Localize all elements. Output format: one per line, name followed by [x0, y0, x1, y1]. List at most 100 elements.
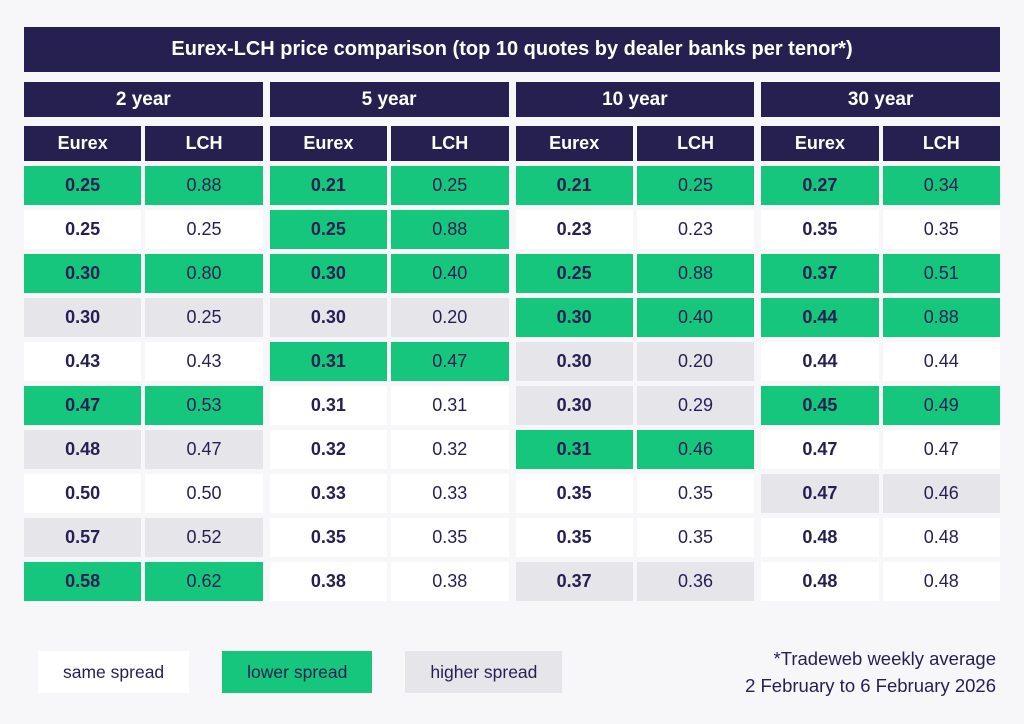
eurex-value-cell: 0.32 — [269, 430, 388, 469]
eurex-value-cell: 0.30 — [269, 298, 388, 337]
tenor-group-cells: 0.44 0.88 — [761, 298, 1000, 337]
lch-value-cell: 0.23 — [636, 210, 755, 249]
eurex-value-cell: 0.44 — [761, 298, 879, 337]
tenor-header-30-year: 30 year — [761, 82, 1000, 117]
tenor-group-cells: 0.35 0.35 — [761, 210, 1000, 249]
lch-value-cell: 0.80 — [145, 254, 263, 293]
eurex-value-cell: 0.47 — [761, 430, 879, 469]
tenor-group-cells: 0.47 0.53 — [24, 386, 263, 425]
venue-header-eurex: Eurex — [24, 126, 142, 161]
eurex-value-cell: 0.30 — [515, 342, 633, 381]
lch-value-cell: 0.46 — [636, 430, 755, 469]
venue-header-lch: LCH — [391, 126, 509, 161]
venue-header-lch: LCH — [882, 126, 1000, 161]
table-row: 0.25 0.25 0.25 0.88 0.23 0.23 0.35 0.35 — [24, 210, 1000, 249]
eurex-value-cell: 0.23 — [515, 210, 633, 249]
venue-header-group: Eurex LCH — [761, 126, 1000, 161]
table-row: 0.47 0.53 0.31 0.31 0.30 0.29 0.45 0.49 — [24, 386, 1000, 425]
eurex-value-cell: 0.25 — [515, 254, 633, 293]
tenor-header-10-year: 10 year — [515, 82, 755, 117]
footnote-line-1: *Tradeweb weekly average — [773, 648, 996, 669]
eurex-value-cell: 0.35 — [761, 210, 879, 249]
lch-value-cell: 0.25 — [145, 298, 263, 337]
tenor-group-cells: 0.50 0.50 — [24, 474, 263, 513]
tenor-group-cells: 0.25 0.88 — [515, 254, 755, 293]
eurex-value-cell: 0.21 — [515, 166, 633, 205]
tenor-group-cells: 0.21 0.25 — [515, 166, 755, 205]
tenor-group-cells: 0.33 0.33 — [269, 474, 509, 513]
eurex-value-cell: 0.30 — [24, 298, 142, 337]
eurex-value-cell: 0.38 — [269, 562, 388, 601]
lch-value-cell: 0.47 — [391, 342, 509, 381]
tenor-group-cells: 0.38 0.38 — [269, 562, 509, 601]
table-row: 0.30 0.80 0.30 0.40 0.25 0.88 0.37 0.51 — [24, 254, 1000, 293]
table-row: 0.50 0.50 0.33 0.33 0.35 0.35 0.47 0.46 — [24, 474, 1000, 513]
venue-header-lch: LCH — [636, 126, 755, 161]
table-row: 0.57 0.52 0.35 0.35 0.35 0.35 0.48 0.48 — [24, 518, 1000, 557]
eurex-value-cell: 0.57 — [24, 518, 142, 557]
tenor-group-cells: 0.44 0.44 — [761, 342, 1000, 381]
legend-same-spread: same spread — [38, 651, 190, 693]
tenor-group-cells: 0.45 0.49 — [761, 386, 1000, 425]
eurex-value-cell: 0.35 — [515, 518, 633, 557]
eurex-value-cell: 0.48 — [761, 518, 879, 557]
lch-value-cell: 0.44 — [882, 342, 1000, 381]
tenor-group-cells: 0.48 0.47 — [24, 430, 263, 469]
table-title: Eurex-LCH price comparison (top 10 quote… — [24, 27, 1000, 72]
venue-header-group: Eurex LCH — [515, 126, 755, 161]
eurex-value-cell: 0.44 — [761, 342, 879, 381]
tenor-group-cells: 0.31 0.47 — [269, 342, 509, 381]
tenor-group-cells: 0.30 0.29 — [515, 386, 755, 425]
eurex-value-cell: 0.33 — [269, 474, 388, 513]
tenor-header-row: 2 year 5 year 10 year 30 year — [24, 82, 1000, 117]
lch-value-cell: 0.20 — [636, 342, 755, 381]
lch-value-cell: 0.48 — [882, 562, 1000, 601]
lch-value-cell: 0.20 — [391, 298, 509, 337]
tenor-group-cells: 0.23 0.23 — [515, 210, 755, 249]
lch-value-cell: 0.52 — [145, 518, 263, 557]
lch-value-cell: 0.40 — [391, 254, 509, 293]
eurex-value-cell: 0.37 — [761, 254, 879, 293]
lch-value-cell: 0.35 — [636, 518, 755, 557]
eurex-value-cell: 0.45 — [761, 386, 879, 425]
tenor-group-cells: 0.31 0.46 — [515, 430, 755, 469]
table-body: 0.25 0.88 0.21 0.25 0.21 0.25 0.27 0.34 0.25 0.25… — [24, 166, 1000, 601]
tenor-group-cells: 0.48 0.48 — [761, 562, 1000, 601]
venue-header-eurex: Eurex — [761, 126, 879, 161]
tenor-group-cells: 0.37 0.51 — [761, 254, 1000, 293]
tenor-group-cells: 0.21 0.25 — [269, 166, 509, 205]
table-row: 0.48 0.47 0.32 0.32 0.31 0.46 0.47 0.47 — [24, 430, 1000, 469]
eurex-value-cell: 0.31 — [269, 386, 388, 425]
footnote: *Tradeweb weekly average 2 February to 6… — [745, 645, 996, 699]
lch-value-cell: 0.53 — [145, 386, 263, 425]
tenor-group-cells: 0.31 0.31 — [269, 386, 509, 425]
eurex-value-cell: 0.50 — [24, 474, 142, 513]
lch-value-cell: 0.47 — [145, 430, 263, 469]
eurex-value-cell: 0.48 — [24, 430, 142, 469]
venue-header-group: Eurex LCH — [269, 126, 509, 161]
lch-value-cell: 0.29 — [636, 386, 755, 425]
venue-header-eurex: Eurex — [515, 126, 633, 161]
eurex-value-cell: 0.47 — [761, 474, 879, 513]
tenor-group-cells: 0.30 0.40 — [269, 254, 509, 293]
tenor-group-cells: 0.47 0.47 — [761, 430, 1000, 469]
table-row: 0.58 0.62 0.38 0.38 0.37 0.36 0.48 0.48 — [24, 562, 1000, 601]
footer: same spread lower spread higher spread *Tr… — [24, 645, 1000, 699]
lch-value-cell: 0.47 — [882, 430, 1000, 469]
tenor-group-cells: 0.25 0.25 — [24, 210, 263, 249]
lch-value-cell: 0.31 — [391, 386, 509, 425]
eurex-value-cell: 0.25 — [24, 166, 142, 205]
tenor-group-cells: 0.30 0.20 — [269, 298, 509, 337]
lch-value-cell: 0.43 — [145, 342, 263, 381]
tenor-group-cells: 0.37 0.36 — [515, 562, 755, 601]
eurex-value-cell: 0.30 — [24, 254, 142, 293]
legend-higher-spread: higher spread — [405, 651, 563, 693]
eurex-value-cell: 0.58 — [24, 562, 142, 601]
lch-value-cell: 0.50 — [145, 474, 263, 513]
lch-value-cell: 0.62 — [145, 562, 263, 601]
eurex-value-cell: 0.43 — [24, 342, 142, 381]
tenor-group-cells: 0.27 0.34 — [761, 166, 1000, 205]
footnote-line-2: 2 February to 6 February 2026 — [745, 675, 996, 696]
tenor-group-cells: 0.35 0.35 — [515, 518, 755, 557]
eurex-value-cell: 0.27 — [761, 166, 879, 205]
